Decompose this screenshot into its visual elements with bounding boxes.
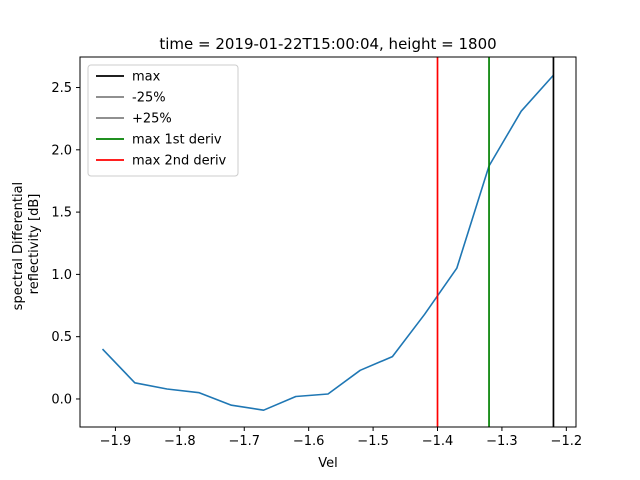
y-axis-label: spectral Differential reflectivity [dB]	[11, 178, 42, 311]
y-tick-label: 0.5	[51, 330, 72, 345]
legend-box	[87, 64, 239, 177]
series-line-0	[101, 74, 555, 412]
y-tick-label: 0.0	[51, 392, 72, 407]
x-tick-label: −1.9	[100, 434, 132, 449]
y-tick-label: 2.0	[51, 143, 72, 158]
legend-label: +25%	[132, 112, 172, 127]
y-axis-label-line-1: spectral Differential	[11, 182, 26, 310]
x-tick-label: −1.8	[164, 434, 196, 449]
axes: −1.9 −1.8 −1.7 −1.6 −1.5 −1.4 −1.3 −1.2 0.0 0.5 1.…	[51, 56, 583, 449]
y-axis-label-line-2: reflectivity [dB]	[27, 194, 42, 295]
legend-label: max 2nd deriv	[132, 154, 227, 169]
x-tick-label: −1.3	[486, 434, 518, 449]
x-tick-label: −1.5	[357, 434, 389, 449]
x-tick-label: −1.4	[422, 434, 454, 449]
legend-label: max	[132, 70, 161, 85]
x-tick-label: −1.6	[293, 434, 325, 449]
x-axis-label: Vel	[318, 456, 338, 471]
plot-area	[101, 57, 555, 427]
y-tick-label: 1.0	[51, 268, 72, 283]
x-tick-label: −1.2	[551, 434, 583, 449]
axes-frame	[79, 56, 577, 428]
legend-label: -25%	[132, 91, 166, 106]
x-tick-label: −1.7	[228, 434, 260, 449]
legend: max -25% +25% max 1st deriv max 2nd deriv	[87, 64, 239, 177]
chart-title: time = 2019-01-22T15:00:04, height = 180…	[159, 35, 496, 53]
y-tick-label: 1.5	[51, 206, 72, 221]
legend-label: max 1st deriv	[132, 133, 222, 148]
y-tick-label: 2.5	[51, 81, 72, 96]
